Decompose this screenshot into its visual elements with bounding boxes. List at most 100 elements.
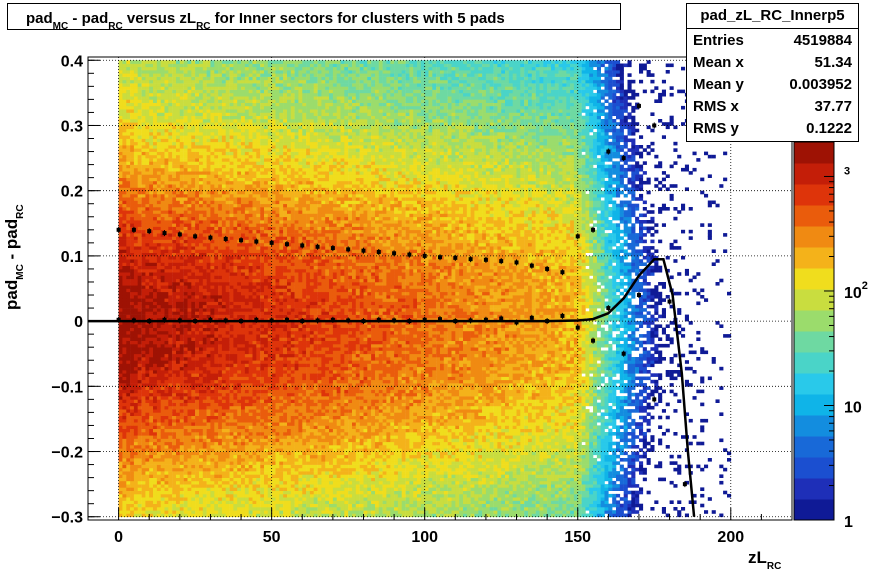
heatmap-cell [225, 425, 230, 429]
heatmap-cell [191, 422, 196, 426]
heatmap-cell [244, 347, 249, 351]
heatmap-cell [176, 285, 181, 289]
heatmap-cell [156, 327, 161, 332]
heatmap-cell [237, 96, 242, 100]
heatmap-cell [195, 500, 200, 504]
heatmap-cell [118, 376, 123, 381]
heatmap-cell [137, 242, 142, 247]
heatmap-cell [244, 454, 249, 459]
heatmap-cell [214, 285, 219, 289]
heatmap-cell [199, 242, 204, 247]
heatmap-cell [218, 363, 223, 368]
heatmap-cell [145, 311, 150, 315]
heatmap-cell [133, 60, 138, 64]
heatmap-cell [183, 60, 188, 64]
heatmap-cell [191, 484, 196, 488]
heatmap-cell [149, 389, 154, 394]
heatmap-cell [176, 412, 181, 416]
heatmap-cell [137, 405, 142, 410]
heatmap-cell [244, 471, 249, 475]
heatmap-cell [221, 239, 226, 244]
heatmap-cell [244, 96, 249, 100]
heatmap-cell [137, 383, 142, 387]
heatmap-cell [176, 272, 181, 276]
heatmap-cell [199, 298, 204, 302]
heatmap-cell [137, 132, 142, 136]
heatmap-cell [141, 448, 146, 452]
heatmap-cell [126, 510, 131, 514]
heatmap-cell [126, 321, 131, 325]
heatmap-cell [218, 386, 223, 390]
heatmap-cell [221, 448, 226, 452]
heatmap-cell [118, 203, 123, 208]
heatmap-cell [229, 96, 234, 100]
heatmap-cell [183, 353, 188, 358]
heatmap-cell [137, 213, 142, 218]
heatmap-cell [168, 268, 173, 273]
heatmap-cell [149, 448, 154, 452]
heatmap-cell [160, 493, 165, 498]
heatmap-cell [122, 102, 127, 107]
heatmap-cell [164, 252, 169, 257]
heatmap-cell [244, 425, 249, 429]
heatmap-cell [133, 268, 138, 273]
heatmap-cell [172, 174, 177, 178]
heatmap-cell [153, 438, 158, 443]
heatmap-cell [156, 379, 161, 384]
heatmap-cell [244, 480, 249, 485]
heatmap-cell [237, 138, 242, 143]
heatmap-cell [164, 161, 169, 165]
heatmap-cell [164, 510, 169, 514]
heatmap-cell [172, 275, 177, 280]
heatmap-cell [210, 409, 215, 413]
heatmap-cell [122, 314, 127, 319]
heatmap-cell [153, 324, 158, 328]
heatmap-cell [172, 389, 177, 394]
heatmap-cell [210, 445, 215, 449]
heatmap-cell [183, 484, 188, 488]
heatmap-cell [164, 154, 169, 159]
heatmap-cell [153, 180, 158, 185]
heatmap-cell [214, 167, 219, 172]
heatmap-cell [126, 448, 131, 452]
heatmap-cell [137, 193, 142, 198]
heatmap-cell [126, 350, 131, 355]
heatmap-cell [206, 373, 211, 377]
heatmap-cell [126, 220, 131, 224]
heatmap-cell [229, 246, 234, 250]
heatmap-cell [195, 239, 200, 244]
heatmap-cell [218, 92, 223, 97]
heatmap-cell [179, 66, 184, 71]
heatmap-cell [202, 132, 207, 136]
heatmap-cell [210, 180, 215, 185]
heatmap-cell [168, 70, 173, 74]
heatmap-cell [160, 197, 165, 201]
heatmap-cell [145, 298, 150, 302]
heatmap-cell [130, 167, 135, 172]
heatmap-cell [202, 278, 207, 283]
heatmap-cell [172, 226, 177, 231]
heatmap-cell [199, 275, 204, 280]
heatmap-cell [122, 409, 127, 413]
heatmap-cell [199, 167, 204, 172]
heatmap-cell [244, 321, 249, 325]
heatmap-cell [130, 190, 135, 195]
heatmap-cell [237, 366, 242, 371]
heatmap-cell [225, 145, 230, 149]
heatmap-cell [244, 138, 249, 143]
heatmap-cell [210, 311, 215, 315]
heatmap-cell [164, 180, 169, 185]
heatmap-cell [248, 96, 253, 100]
heatmap-cell [137, 435, 142, 439]
heatmap-cell [168, 415, 173, 420]
heatmap-cell [241, 373, 246, 377]
heatmap-cell [141, 311, 146, 315]
heatmap-cell [118, 396, 123, 400]
heatmap-cell [133, 405, 138, 410]
heatmap-cell [137, 484, 142, 488]
heatmap-cell [153, 229, 158, 234]
heatmap-cell [133, 132, 138, 136]
heatmap-cell [126, 138, 131, 143]
heatmap-cell [153, 428, 158, 433]
heatmap-cell [130, 379, 135, 384]
